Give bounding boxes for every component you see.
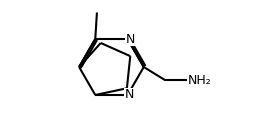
Text: N: N	[124, 88, 134, 101]
Text: NH₂: NH₂	[188, 74, 212, 87]
Text: N: N	[125, 33, 135, 46]
